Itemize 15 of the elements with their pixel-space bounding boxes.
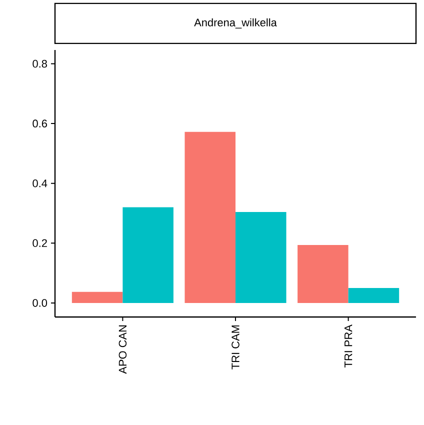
chart-title: Andrena_wilkella (194, 18, 277, 28)
y-tick-label: 0.2 (32, 239, 47, 248)
x-tick-label: APO CAN (118, 325, 127, 374)
x-tick-label: TRI CAM (232, 325, 240, 370)
y-tick-label: 0.4 (32, 179, 48, 188)
bar (298, 244, 348, 303)
bar (184, 132, 236, 303)
bar (348, 288, 400, 303)
bar (72, 292, 123, 303)
bar (236, 212, 286, 303)
y-tick-label: 0.6 (32, 120, 47, 128)
y-tick-label: 0.0 (32, 299, 48, 307)
y-tick-label: 0.8 (32, 60, 47, 68)
bar (122, 207, 174, 303)
x-tick-label: TRI PRA (344, 324, 352, 368)
